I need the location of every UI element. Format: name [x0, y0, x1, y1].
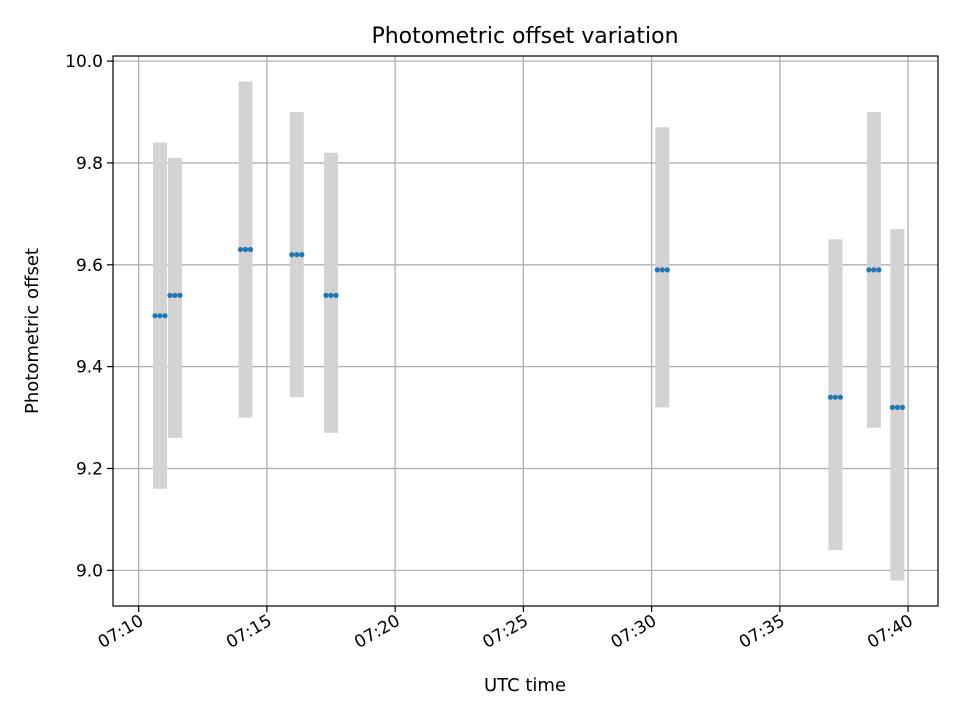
data-point-8-2	[899, 404, 905, 410]
data-point-6-1	[832, 394, 839, 400]
y-axis-label: Photometric offset	[22, 248, 43, 414]
data-point-2-2	[247, 246, 254, 253]
x-axis-label: UTC time	[484, 675, 566, 696]
plot-area	[113, 56, 938, 606]
data-point-4-2	[333, 292, 339, 298]
data-point-0-0	[152, 313, 158, 319]
data-point-3-2	[299, 252, 305, 258]
data-point-0-2	[162, 313, 168, 319]
data-point-4-0	[323, 292, 329, 298]
data-point-6-0	[827, 394, 834, 400]
y-tick-label-1: 9.2	[76, 460, 103, 480]
data-point-7-1	[871, 267, 877, 273]
data-point-5-0	[654, 267, 660, 273]
data-point-2-1	[242, 246, 249, 253]
data-point-1-2	[177, 292, 183, 298]
data-point-8-0	[889, 404, 895, 410]
data-point-3-1	[294, 252, 300, 258]
y-tick-label-5: 10.0	[65, 52, 103, 72]
data-point-6-2	[837, 394, 844, 400]
data-point-0-1	[157, 313, 163, 319]
data-point-2-0	[237, 246, 244, 253]
data-point-8-1	[894, 404, 900, 410]
data-point-5-2	[664, 267, 670, 273]
data-point-1-0	[167, 292, 173, 298]
data-point-7-2	[876, 267, 882, 273]
data-point-7-0	[866, 267, 872, 273]
data-point-4-1	[328, 292, 334, 298]
data-points	[152, 246, 905, 410]
data-point-5-1	[659, 267, 665, 273]
data-point-1-1	[172, 292, 178, 298]
y-tick-label-2: 9.4	[76, 358, 103, 378]
y-tick-label-0: 9.0	[76, 561, 103, 581]
grid	[113, 56, 938, 606]
y-tick-label-4: 9.8	[76, 154, 103, 174]
plot-frame	[112, 55, 939, 607]
data-point-3-0	[289, 252, 295, 258]
y-tick-label-3: 9.6	[76, 256, 103, 276]
chart-title: Photometric offset variation	[371, 24, 678, 49]
y-axis-ticks: 9.0 9.2 9.4 9.6 9.8 10.0	[65, 52, 113, 581]
